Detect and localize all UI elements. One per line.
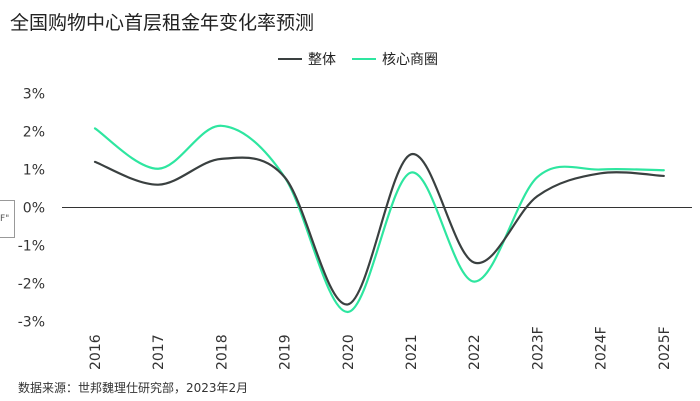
series-line-core bbox=[93, 124, 665, 314]
legend-label-core: 核心商圈 bbox=[382, 52, 438, 68]
chart-title: 全国购物中心首层租金年变化率预测 bbox=[10, 12, 315, 34]
x-tick-label: 2018 bbox=[214, 334, 230, 370]
y-tick-label: 0% bbox=[23, 201, 45, 217]
chart-legend: 整体 核心商圈 bbox=[278, 49, 454, 69]
x-tick-label: 2021 bbox=[404, 334, 420, 370]
legend-swatch-core bbox=[352, 58, 376, 60]
y-tick-label: -2% bbox=[18, 277, 45, 293]
legend-swatch-overall bbox=[278, 58, 302, 60]
source-note: 数据来源：世邦魏理仕研究部，2023年2月 bbox=[18, 381, 249, 395]
y-tick-label: -1% bbox=[18, 239, 45, 255]
y-tick-label: 1% bbox=[23, 163, 45, 179]
y-tick-label: 3% bbox=[23, 87, 45, 103]
x-tick-label: 2020 bbox=[341, 334, 357, 370]
y-tick-label: -3% bbox=[18, 315, 45, 331]
x-tick-label: 2023F bbox=[530, 326, 546, 370]
side-tooltip-stub: F" bbox=[0, 200, 15, 238]
legend-label-overall: 整体 bbox=[308, 52, 336, 68]
x-tick-label: 2016 bbox=[88, 334, 104, 370]
x-tick-label: 2025F bbox=[657, 326, 673, 370]
series-line-overall bbox=[93, 153, 665, 306]
x-tick-label: 2017 bbox=[151, 334, 167, 370]
legend-item-overall: 整体 bbox=[278, 49, 336, 69]
legend-item-core: 核心商圈 bbox=[352, 49, 438, 69]
x-tick-label: 2019 bbox=[278, 334, 294, 370]
y-tick-label: 2% bbox=[23, 125, 45, 141]
x-tick-label: 2024F bbox=[594, 326, 610, 370]
x-tick-label: 2022 bbox=[467, 334, 483, 370]
